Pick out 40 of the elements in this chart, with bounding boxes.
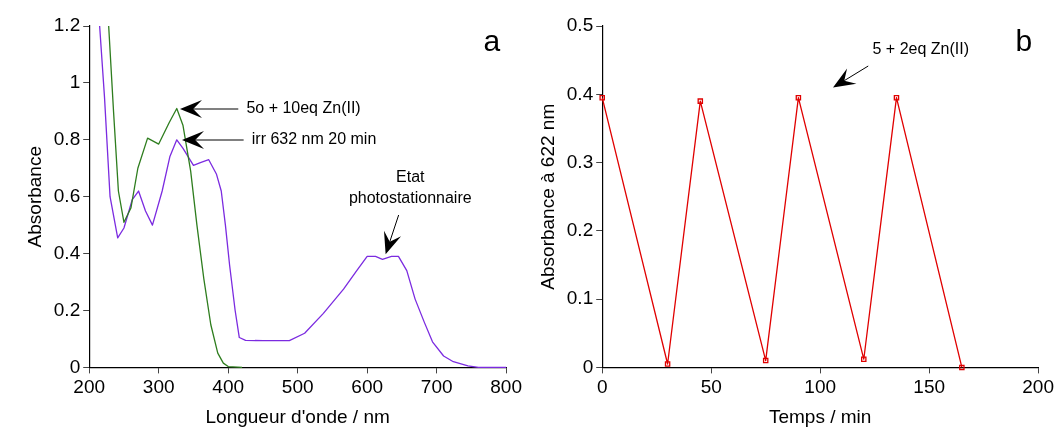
y-tick-label: 0.1	[566, 287, 594, 309]
x-tick-label: 150	[913, 376, 946, 398]
x-tick-label: 800	[490, 376, 522, 398]
y-tick-label: 0.4	[53, 241, 81, 263]
point	[664, 361, 671, 367]
y-tick-label: 0.2	[566, 219, 594, 241]
y-tick-label: 0.3	[566, 150, 594, 172]
annotation: 5 + 2eq Zn(II)	[872, 40, 969, 58]
x-tick-label: 400	[212, 376, 245, 398]
x-tick-label: 200	[1022, 376, 1054, 398]
y-axis-title: Absorbance à 622 nm	[536, 103, 558, 290]
annotation: 5o + 10eq Zn(II)	[246, 99, 361, 117]
y-tick-label: 0	[69, 355, 81, 377]
x-axis-title: Longueur d'onde / nm	[205, 405, 390, 427]
y-tick-label: 0.4	[566, 82, 594, 104]
x-axis-title: Temps / min	[768, 405, 872, 427]
x-tick-label: 100	[804, 376, 837, 398]
point	[697, 98, 704, 104]
annotation: Etat photostationnaire	[348, 167, 472, 206]
annotation: a	[483, 24, 501, 58]
x-tick-label: 300	[142, 376, 175, 398]
y-tick-label: 0	[582, 355, 594, 377]
x-tick-label: 600	[351, 376, 384, 398]
x-tick-label: 700	[420, 376, 453, 398]
y-tick-label: 0.5	[566, 14, 594, 36]
annotation: irr 632 nm 20 min	[251, 130, 377, 148]
y-tick-label: 0.2	[53, 298, 81, 320]
point	[959, 364, 965, 371]
x-tick-label: 0	[596, 376, 608, 398]
y-tick-label: 0.6	[53, 184, 81, 206]
x-tick-label: 50	[700, 376, 722, 398]
annotation: b	[1015, 24, 1033, 58]
y-axis-title: Absorbance	[23, 146, 45, 248]
point	[861, 356, 867, 362]
y-tick-label: 0.8	[53, 128, 81, 150]
x-tick-label: 500	[281, 376, 314, 398]
x-tick-label: 200	[73, 376, 106, 398]
y-tick-label: 1.2	[53, 14, 81, 36]
y-tick-label: 1	[69, 71, 81, 93]
point	[599, 94, 605, 101]
